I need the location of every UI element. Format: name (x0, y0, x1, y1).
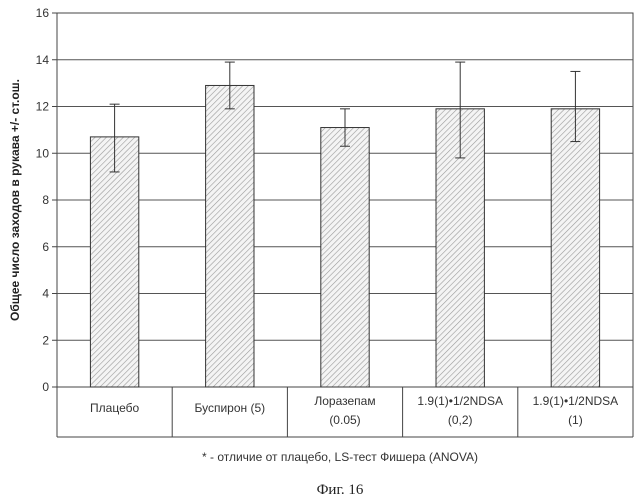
x-category-label: 1.9(1)•1/2NDSA (417, 394, 503, 408)
bars (89, 84, 601, 388)
footnote: * - отличие от плацебо, LS-тест Фишера (… (202, 450, 478, 464)
x-axis-categories: Плацебо Буспирон (5) Лоразепам (0.05) 1.9(1)… (90, 394, 618, 427)
bar (550, 108, 601, 388)
bar (89, 136, 140, 388)
y-tick-label: 2 (42, 333, 49, 347)
x-category-label: (1) (568, 413, 583, 427)
x-category-label: 1.9(1)•1/2NDSA (533, 394, 619, 408)
figure-caption: Фиг. 16 (317, 482, 364, 498)
x-category-label: (0.05) (329, 413, 360, 427)
y-axis-label: Общее число заходов в рукава +/- ст.ош. (8, 79, 22, 321)
y-tick-label: 4 (42, 287, 49, 301)
y-tick-label: 16 (36, 6, 50, 20)
x-category-label: Плацебо (90, 401, 139, 415)
x-category-label: Лоразепам (314, 394, 375, 408)
bar (205, 84, 255, 388)
error-bars (109, 61, 581, 173)
x-category-label: Буспирон (5) (194, 401, 265, 415)
y-tick-label: 8 (42, 193, 49, 207)
bar (320, 127, 370, 388)
y-tick-label: 6 (42, 240, 49, 254)
y-tick-label: 12 (36, 100, 50, 114)
y-tick-label: 14 (36, 53, 50, 67)
y-tick-label: 10 (36, 146, 50, 160)
y-axis-ticks: 0 2 4 6 8 10 12 14 16 (36, 6, 57, 394)
x-category-label: (0,2) (448, 413, 473, 427)
y-tick-label: 0 (42, 380, 49, 394)
